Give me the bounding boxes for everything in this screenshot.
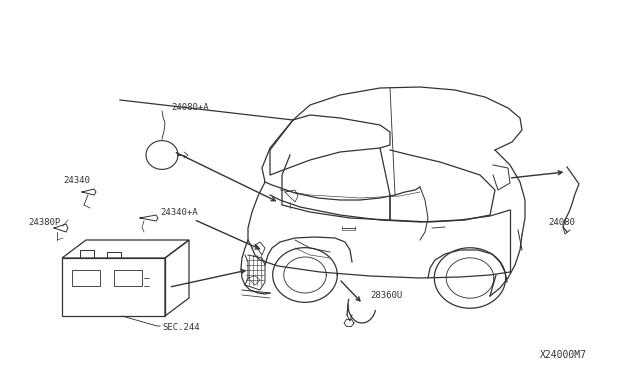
Text: 24380P: 24380P — [28, 218, 60, 227]
Text: 24340: 24340 — [63, 176, 90, 185]
Text: 24080: 24080 — [548, 218, 575, 227]
Text: SEC.244: SEC.244 — [162, 323, 200, 332]
Text: 24080+A: 24080+A — [171, 103, 209, 112]
Text: 24340+A: 24340+A — [160, 208, 198, 217]
Text: X24000M7: X24000M7 — [540, 350, 587, 360]
Text: 28360U: 28360U — [370, 291, 403, 300]
